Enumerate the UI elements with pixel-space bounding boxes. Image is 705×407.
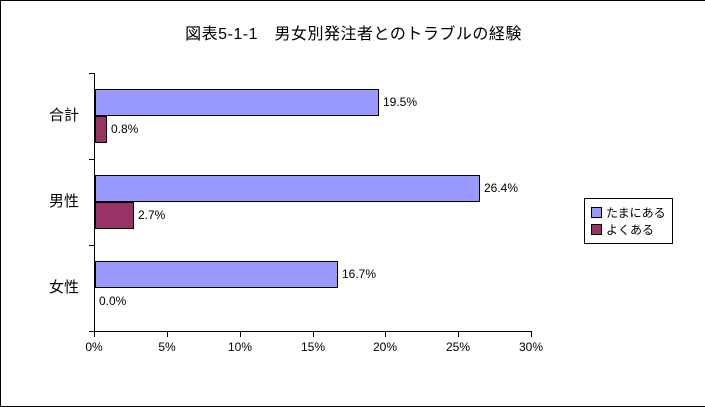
- bar-series1-cat1: [95, 202, 134, 229]
- x-axis-tick: [167, 332, 168, 337]
- y-axis-tick: [89, 331, 94, 332]
- category-label-1: 男性: [48, 193, 79, 210]
- legend-swatch-1: [591, 224, 602, 235]
- x-axis-tick: [240, 332, 241, 337]
- legend-label-0: たまにある: [606, 206, 666, 220]
- x-axis-tick-label-6: 30%: [518, 340, 544, 354]
- y-axis-tick: [89, 73, 94, 74]
- bar-series1-cat0: [95, 116, 107, 143]
- category-label-0: 合計: [48, 107, 79, 124]
- x-axis-tick-label-1: 5%: [158, 340, 176, 354]
- value-label-series1-cat1: 2.7%: [138, 208, 166, 222]
- bar-series0-cat1: [95, 175, 480, 202]
- x-axis-tick: [531, 332, 532, 337]
- x-axis-tick: [458, 332, 459, 337]
- value-label-series1-cat0: 0.8%: [111, 122, 139, 136]
- x-axis-tick-label-2: 10%: [227, 340, 253, 354]
- legend-label-1: よくある: [606, 223, 655, 237]
- legend-entry-1: よくある: [591, 221, 666, 238]
- x-axis-tick-label-0: 0%: [85, 340, 103, 354]
- category-label-2: 女性: [48, 279, 79, 296]
- legend-swatch-0: [591, 207, 602, 218]
- x-axis-tick-label-4: 20%: [372, 340, 398, 354]
- value-label-series0-cat1: 26.4%: [484, 181, 519, 195]
- x-axis-tick: [313, 332, 314, 337]
- legend-entry-0: たまにある: [591, 204, 666, 221]
- x-axis-tick-label-3: 15%: [300, 340, 326, 354]
- x-axis-tick-label-5: 25%: [445, 340, 471, 354]
- bar-series0-cat2: [95, 261, 338, 288]
- value-label-series0-cat2: 16.7%: [342, 267, 377, 281]
- chart-title: 図表5-1-1 男女別発注者とのトラブルの経験: [185, 26, 522, 43]
- plot-area: 19.5% 0.8% 26.4% 2.7% 16.7% 0.0%: [94, 73, 532, 332]
- value-label-series0-cat0: 19.5%: [383, 95, 418, 109]
- x-axis-tick: [385, 332, 386, 337]
- bar-series0-cat0: [95, 89, 379, 116]
- value-label-series1-cat2: 0.0%: [99, 294, 127, 308]
- y-axis-tick: [89, 159, 94, 160]
- legend: たまにある よくある: [584, 198, 673, 244]
- x-axis-tick: [94, 332, 95, 337]
- y-axis-tick: [89, 245, 94, 246]
